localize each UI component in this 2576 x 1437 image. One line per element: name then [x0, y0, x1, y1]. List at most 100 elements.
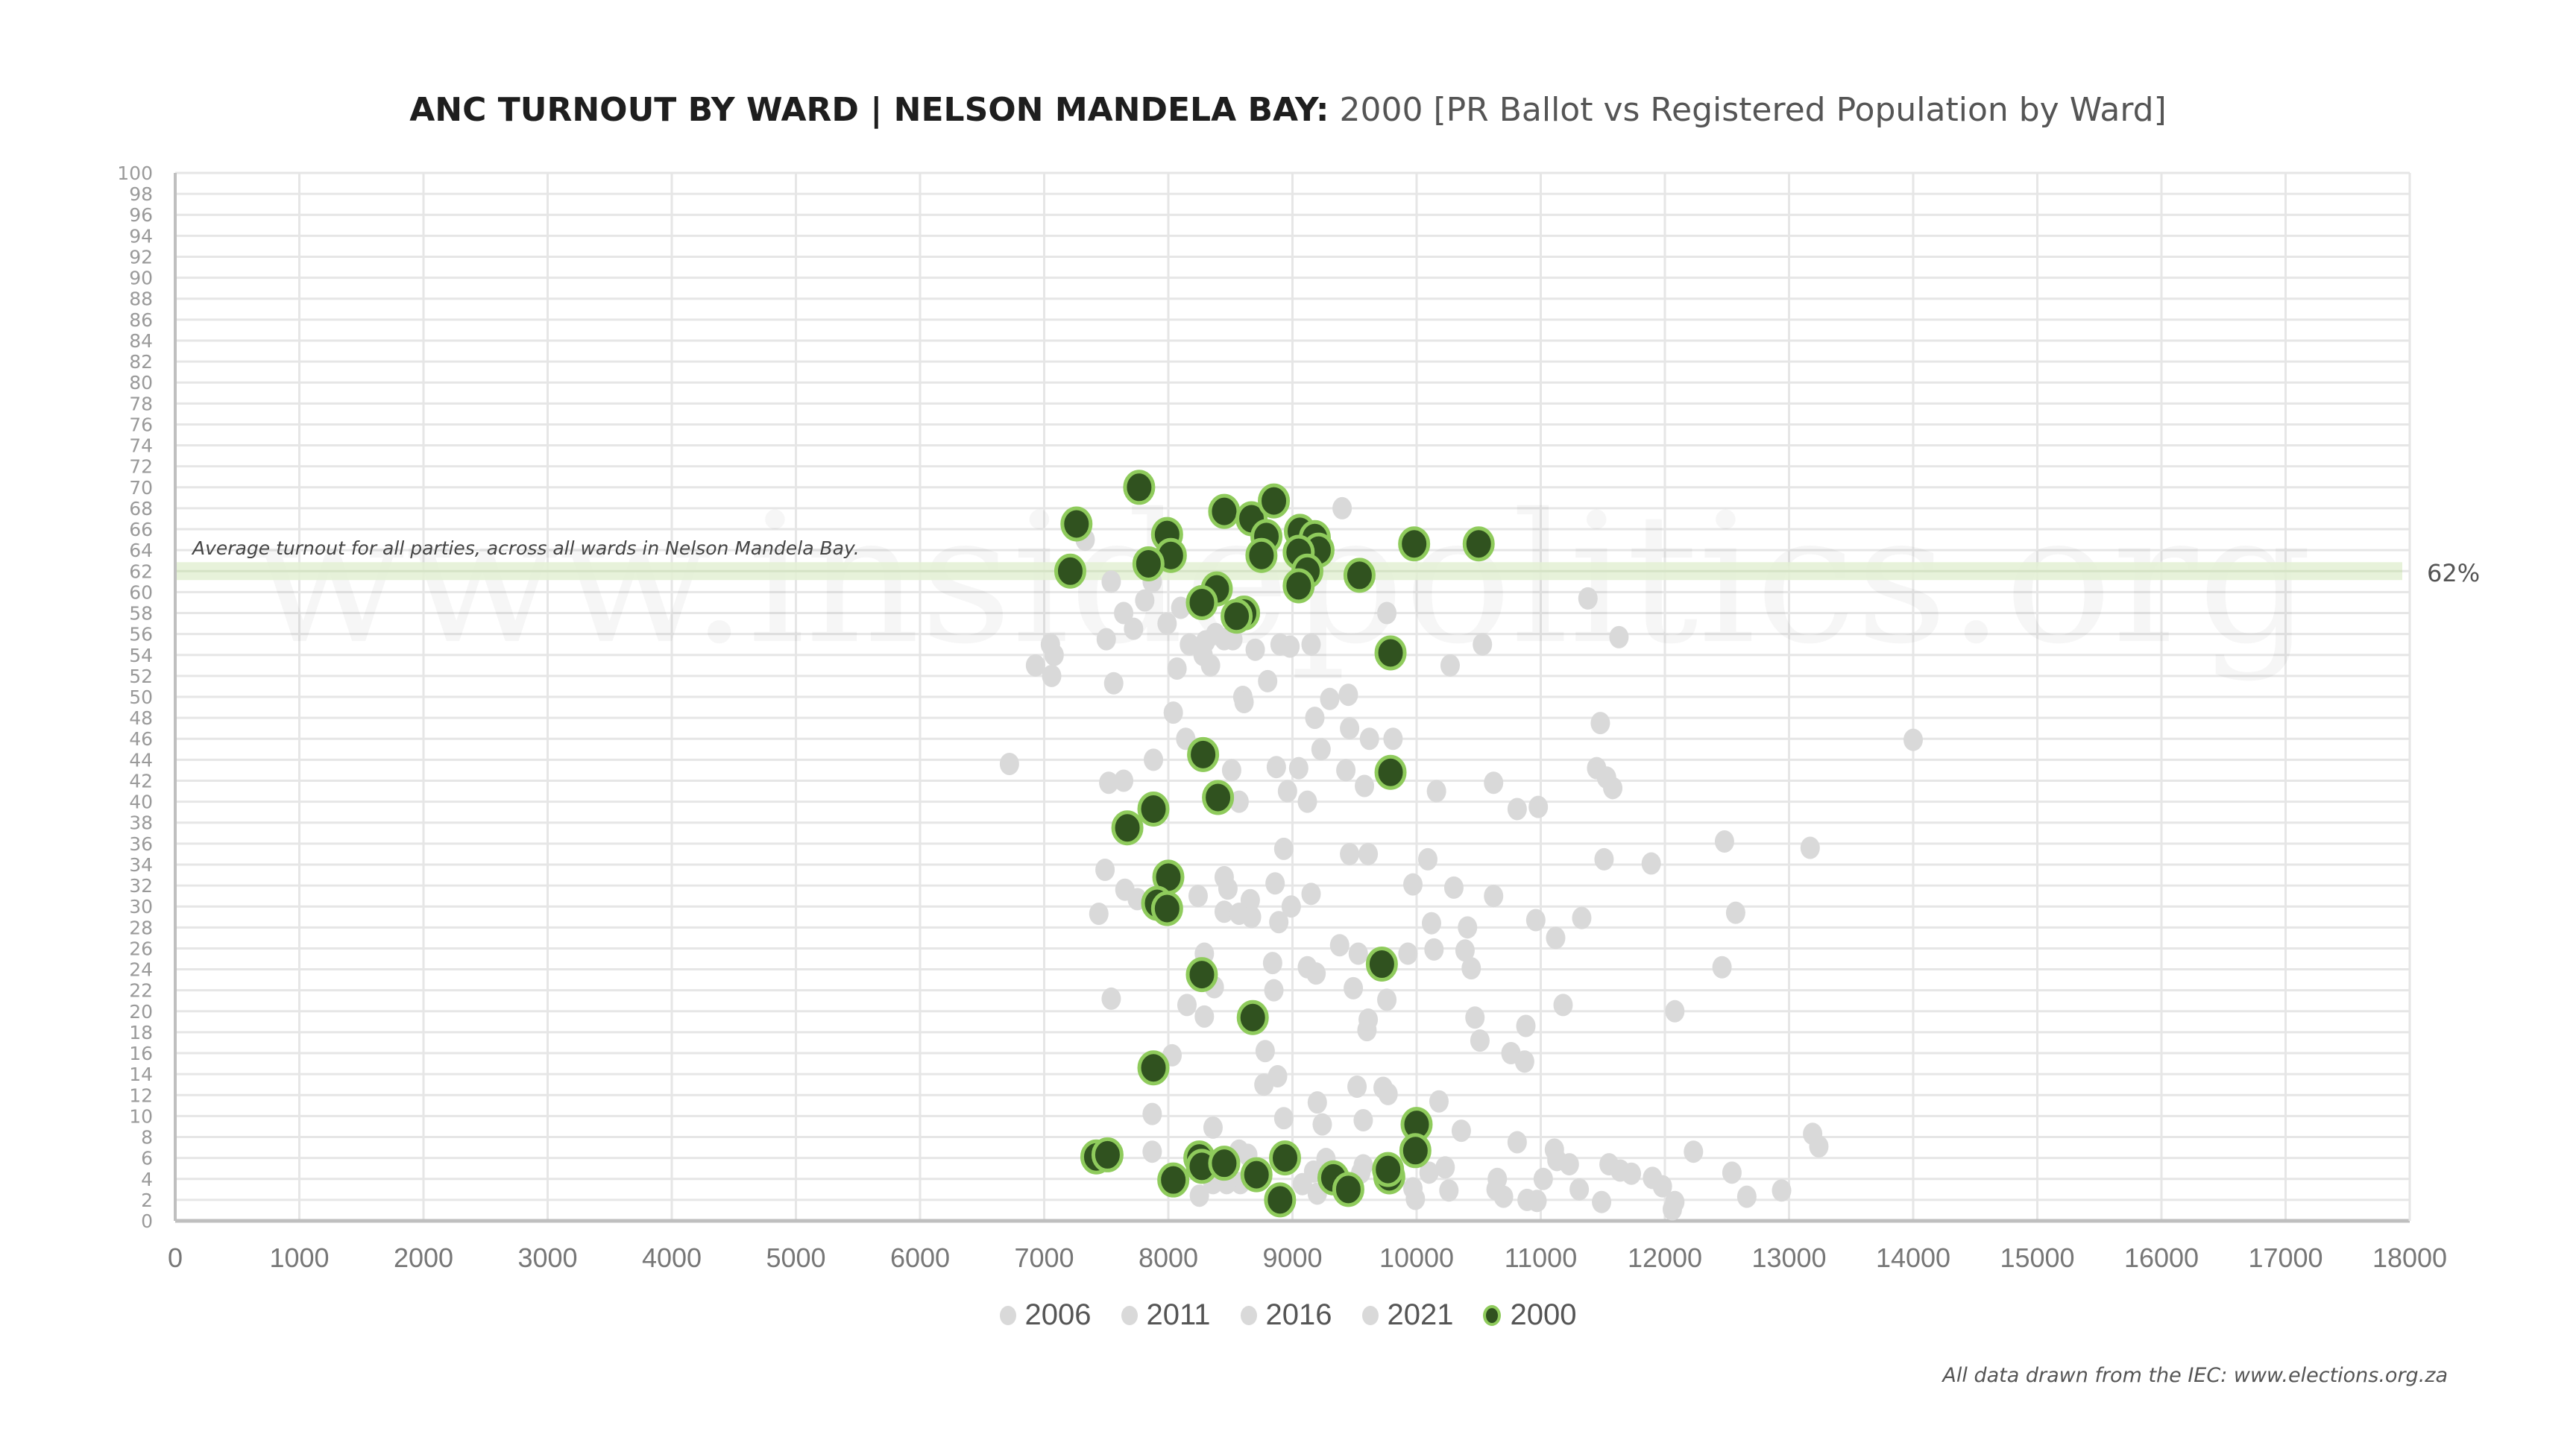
point-2021 [1553, 994, 1573, 1017]
point-2016 [1594, 847, 1614, 871]
y-tick-label: 4 [141, 1169, 153, 1190]
x-tick-label: 7000 [1014, 1242, 1074, 1273]
point-2000 [1462, 526, 1495, 562]
legend-label: 2011 [1146, 1298, 1211, 1331]
point-2021 [1455, 939, 1475, 962]
point-2021 [1451, 1119, 1471, 1143]
point-2021 [1357, 1019, 1377, 1042]
point-2011 [1383, 727, 1403, 751]
point-2011 [1305, 707, 1325, 730]
point-2000 [1185, 584, 1218, 620]
point-2000 [1185, 957, 1218, 993]
y-tick-label: 46 [129, 728, 153, 750]
point-2021 [1312, 1113, 1332, 1136]
point-2016 [1403, 873, 1423, 896]
x-tick-label: 5000 [766, 1242, 825, 1273]
point-2006 [1180, 633, 1200, 656]
point-2011 [1114, 769, 1134, 792]
point-2000 [1202, 780, 1235, 815]
point-2000 [1258, 483, 1291, 519]
point-2021 [1609, 625, 1629, 648]
x-tick-label: 13000 [1751, 1242, 1826, 1273]
x-tick-label: 3000 [517, 1242, 577, 1273]
point-2006 [1200, 654, 1221, 677]
series-2021 [1101, 587, 1923, 1221]
point-2006 [1101, 570, 1121, 593]
point-2006 [1245, 638, 1265, 661]
point-2016 [1484, 885, 1504, 908]
y-tick-label: 34 [129, 854, 153, 876]
point-2021 [1736, 1185, 1757, 1208]
y-tick-label: 48 [129, 707, 153, 729]
point-2021 [1353, 1109, 1373, 1132]
point-2021 [1725, 901, 1745, 924]
point-2006 [1124, 617, 1144, 640]
y-tick-label: 98 [129, 183, 153, 205]
point-2011 [1266, 756, 1286, 779]
point-2000 [1374, 635, 1407, 671]
x-tick-label: 17000 [2248, 1242, 2323, 1273]
y-tick-label: 62 [129, 560, 153, 582]
legend-item-2016: 2016 [1240, 1298, 1332, 1332]
point-2021 [1262, 952, 1282, 975]
point-2006 [1377, 601, 1397, 625]
point-2016 [1301, 882, 1321, 906]
point-2000 [1208, 1146, 1241, 1181]
point-2016 [1443, 876, 1464, 899]
point-2000 [1398, 526, 1431, 562]
point-2021 [1189, 1184, 1209, 1207]
x-tick-label: 16000 [2124, 1242, 2199, 1273]
legend-marker-icon [999, 1305, 1016, 1325]
point-2011 [1426, 780, 1446, 803]
point-2021 [1307, 1091, 1327, 1114]
point-2021 [1344, 976, 1364, 999]
y-tick-label: 36 [129, 833, 153, 855]
x-tick-label: 12000 [1628, 1242, 1702, 1273]
y-tick-label: 12 [129, 1084, 153, 1106]
point-2016 [1281, 895, 1301, 918]
point-2021 [1470, 1029, 1490, 1052]
legend-item-2000: 2000 [1483, 1298, 1576, 1332]
point-2006 [1171, 596, 1191, 619]
grid [174, 171, 2411, 1222]
x-tick-label: 6000 [890, 1242, 950, 1273]
point-2021 [1800, 836, 1820, 859]
series-2011 [1099, 683, 1623, 821]
point-2021 [1347, 1076, 1367, 1099]
point-2021 [1348, 942, 1368, 965]
point-2000 [1332, 1172, 1364, 1207]
x-tick-label: 9000 [1262, 1242, 1322, 1273]
legend-label: 2016 [1265, 1298, 1332, 1331]
point-2021 [1329, 934, 1350, 957]
point-2011 [1234, 691, 1254, 714]
y-tick-label: 96 [129, 204, 153, 226]
point-2011 [1603, 777, 1623, 800]
point-2021 [1306, 962, 1326, 985]
point-2021 [1264, 979, 1284, 1002]
point-2011 [1277, 780, 1297, 803]
y-tick-label: 72 [129, 456, 153, 478]
point-2021 [1903, 728, 1923, 751]
point-2006 [1258, 669, 1278, 692]
point-2021 [1405, 1187, 1426, 1210]
point-2011 [1221, 759, 1241, 782]
x-tick-label: 8000 [1139, 1242, 1198, 1273]
point-2021 [1429, 1090, 1449, 1113]
point-2000 [1091, 1137, 1124, 1172]
point-2000 [1187, 736, 1220, 772]
point-2016 [1641, 852, 1661, 875]
point-2016 [1188, 885, 1208, 908]
chart-title: ANC TURNOUT BY WARD | NELSON MANDELA BAY… [0, 91, 2576, 129]
y-tick-label: 52 [129, 666, 153, 687]
point-2011 [1355, 774, 1375, 798]
point-2021 [1292, 1172, 1312, 1196]
point-2000 [1372, 1152, 1405, 1187]
y-tick-label: 94 [129, 225, 153, 247]
point-2000 [1157, 1162, 1190, 1198]
point-2016 [1241, 906, 1262, 929]
y-tick-label: 0 [141, 1210, 153, 1232]
series-2000 [1054, 470, 1495, 1218]
point-2021 [1772, 1179, 1792, 1202]
point-2021 [1516, 1014, 1536, 1038]
